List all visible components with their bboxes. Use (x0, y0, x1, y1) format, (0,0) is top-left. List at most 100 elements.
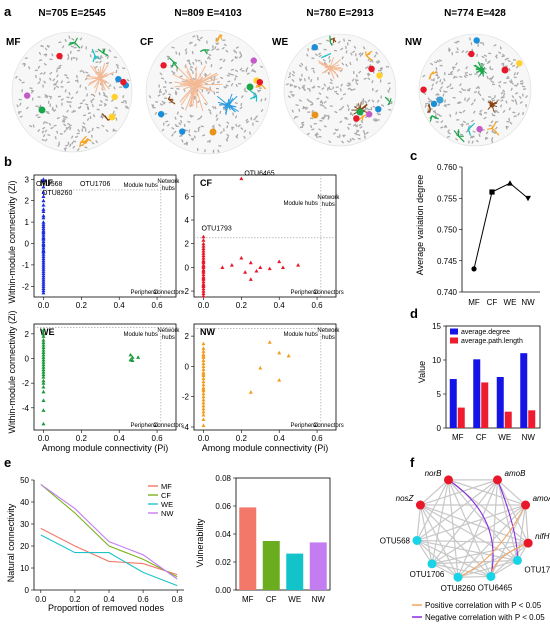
network-edge-pair (62, 119, 66, 122)
zipi-point (201, 406, 206, 411)
d-x-tick-label: CF (476, 433, 487, 442)
network-edge-pair (207, 91, 211, 95)
zipi-region-connectors: Connectors (313, 423, 344, 429)
d-y-tick-label: 10 (432, 356, 441, 365)
panel-letter-b: b (4, 154, 12, 169)
network-module-node (311, 111, 319, 119)
zipi-y-tick-label: 2 (185, 240, 190, 249)
network-edge-pair (447, 129, 450, 133)
network-edge-pair (350, 112, 354, 117)
network-edge-pair (218, 123, 222, 127)
network-edge-pair (300, 62, 304, 66)
network-edge-pair (237, 124, 241, 128)
e2-x-tick-label: WE (288, 595, 301, 604)
network-edge-pair (310, 79, 313, 83)
network-edge-pair (498, 84, 502, 88)
network-edge-pair (342, 93, 347, 96)
network-module-node (420, 86, 427, 93)
zipi-point (41, 357, 46, 362)
network-edge-pair (240, 95, 244, 99)
network-edge-pair (65, 126, 68, 131)
f-edge (457, 479, 499, 578)
network-edge-pair (510, 79, 513, 83)
network-module-branch (321, 55, 325, 59)
zipi-point (41, 213, 46, 218)
network-edge-pair (234, 102, 238, 105)
network-edge-pair (42, 133, 46, 138)
network-edge-pair (347, 107, 350, 112)
f-edge (448, 479, 518, 561)
zipi-point (41, 350, 46, 354)
network-edge-pair (68, 100, 72, 104)
network-edge-pair (106, 55, 110, 59)
network-edge-pair (516, 82, 519, 86)
e1-series-line (40, 527, 178, 576)
network-edge-pair (168, 93, 172, 96)
zipi-point-label: OTU8260 (42, 190, 72, 197)
network-edge-pair (157, 94, 161, 97)
zipi-point (201, 379, 206, 384)
network-module-branch (257, 84, 263, 88)
network-edge-pair (248, 131, 252, 135)
network-module-branch (74, 42, 81, 49)
network-edge-pair (341, 105, 345, 109)
network-boundary (11, 31, 133, 153)
network-edge-pair (452, 66, 455, 71)
network-edge-pair (217, 149, 220, 153)
network-edge-pair (208, 56, 211, 60)
network-module-branch (365, 53, 371, 57)
network-edge-pair (436, 76, 441, 79)
network-edge-pair (351, 137, 355, 141)
zipi-point (41, 280, 46, 284)
zipi-point (280, 265, 285, 269)
network-edge-pair (346, 84, 350, 87)
network-edge-pair (328, 140, 332, 144)
network-edge-pair (90, 134, 93, 138)
network-edge-pair (222, 59, 226, 63)
network-edge-pair (314, 53, 318, 57)
network-edge-pair (91, 127, 94, 132)
zipi-point (41, 184, 46, 189)
zipi-x-tick-label: 0.0 (38, 434, 50, 443)
network-edge-pair (73, 140, 77, 143)
zipi-point (286, 353, 291, 358)
network-edge-pair (336, 135, 340, 139)
network-edge-pair (316, 97, 320, 100)
zipi-point (41, 194, 46, 199)
zipi-y-tick-label: -4 (182, 423, 190, 432)
f-edge (416, 539, 518, 562)
zipi-point (130, 358, 135, 362)
network-edge-pair (171, 133, 174, 137)
network-edge-pair (23, 63, 26, 67)
network-edge-pair (74, 79, 79, 82)
network-edge-pair (240, 127, 244, 131)
network-edge-pair (376, 119, 380, 122)
network-edge-pair (473, 98, 476, 102)
zipi-point (41, 267, 46, 271)
network-edge-pair (180, 106, 185, 110)
network-edge-pair (290, 93, 294, 97)
network-edge-pair (104, 95, 109, 99)
d-bar (473, 359, 481, 428)
network-edge-pair (505, 100, 508, 104)
network-edge-pair (319, 119, 323, 122)
zipi-point (41, 226, 46, 231)
network-module-branch (173, 61, 179, 69)
network-edge-pair (191, 50, 194, 55)
f-otu-node (453, 572, 463, 582)
d-ylabel: Value (417, 361, 427, 383)
network-module-branch (332, 38, 337, 43)
network-edge-pair (67, 122, 71, 126)
network-module-edge (172, 73, 196, 86)
network-edge-pair (321, 87, 325, 91)
network-edge-pair (116, 65, 120, 70)
network-module-node (516, 60, 523, 67)
zipi-point (201, 361, 206, 365)
zipi-point (201, 259, 206, 264)
zipi-y-tick-label: -2 (22, 282, 30, 291)
network-edge-pair (364, 107, 369, 110)
network-edge-pair (461, 50, 465, 54)
network-edge-pair (105, 62, 110, 65)
zipi-point (41, 254, 46, 258)
